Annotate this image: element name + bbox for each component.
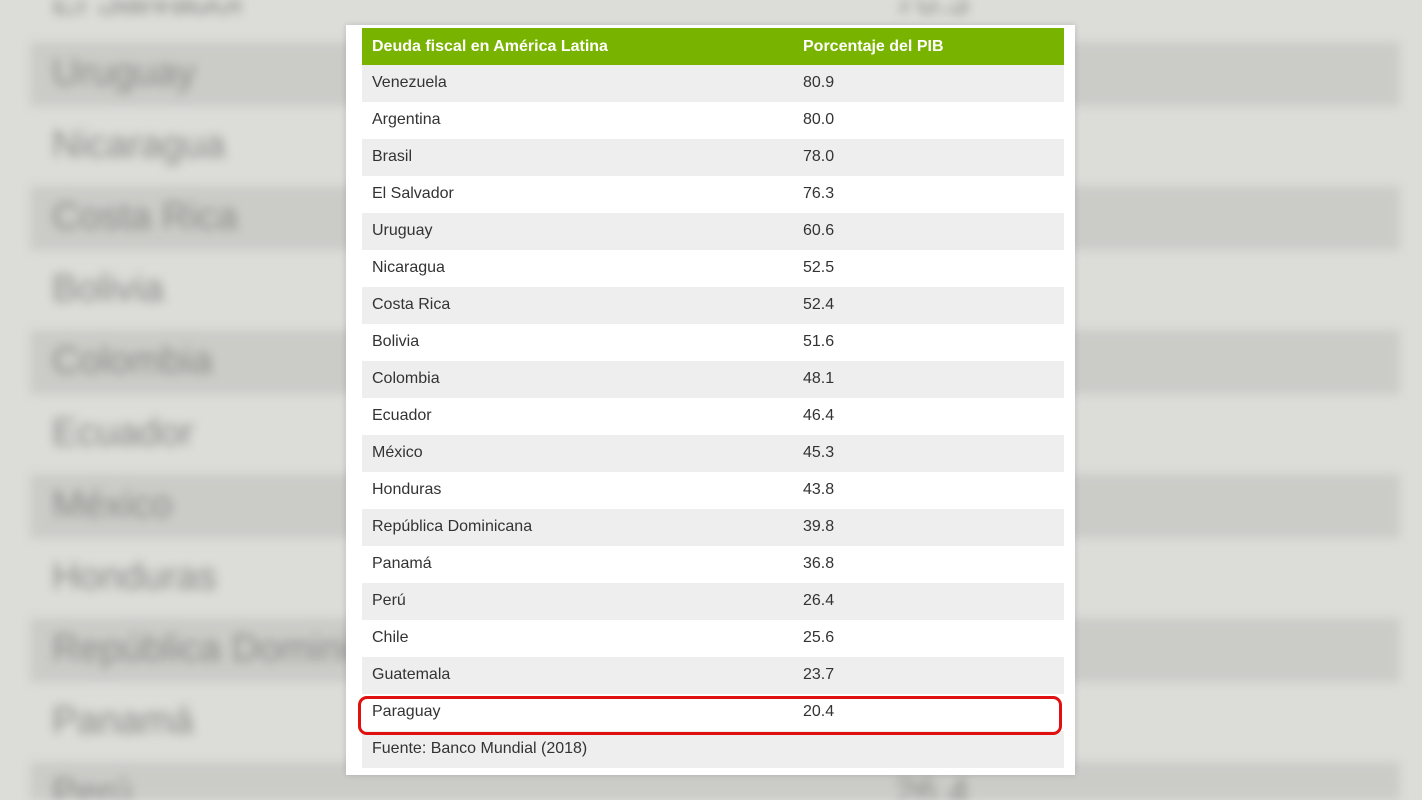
background-row: El Salvador 76.3 [30, 0, 1400, 34]
table-row: Venezuela 80.9 [362, 65, 1064, 102]
country-cell: Paraguay [372, 703, 441, 720]
value-cell: 25.6 [803, 629, 835, 646]
table-row: Brasil 78.0 [362, 139, 1064, 176]
table-row: Uruguay 60.6 [362, 213, 1064, 250]
country-cell: Uruguay [372, 222, 433, 239]
value-cell: 23.7 [803, 666, 835, 683]
country-cell: El Salvador [372, 185, 454, 202]
table-row: México 45.3 [362, 435, 1064, 472]
country-cell: Bolivia [372, 333, 420, 350]
background-country: Bolivia [52, 268, 164, 310]
country-cell: Perú [372, 592, 406, 609]
table-body: Venezuela 80.9 Argentina 80.0 Brasil 78.0 El S… [362, 65, 1064, 731]
table-source: Fuente: Banco Mundial (2018) [362, 731, 1064, 768]
country-cell: Chile [372, 629, 409, 646]
header-country: Deuda fiscal en América Latina [372, 38, 608, 55]
value-cell: 39.8 [803, 518, 835, 535]
background-value: 76.3 [895, 0, 969, 22]
table-row: Nicaragua 52.5 [362, 250, 1064, 287]
value-cell: 76.3 [803, 185, 835, 202]
table-card: Deuda fiscal en América Latina Porcentaj… [346, 25, 1075, 775]
value-cell: 80.0 [803, 111, 835, 128]
table-row: Paraguay 20.4 [362, 694, 1064, 731]
table-row: Honduras 43.8 [362, 472, 1064, 509]
background-country: El Salvador [52, 0, 247, 22]
value-cell: 26.4 [803, 592, 835, 609]
country-cell: Argentina [372, 111, 441, 128]
country-cell: Brasil [372, 148, 413, 165]
value-cell: 80.9 [803, 74, 835, 91]
background-country: Ecuador [52, 412, 194, 454]
country-cell: Costa Rica [372, 296, 451, 313]
background-country: Panamá [52, 700, 194, 742]
table-row: Colombia 48.1 [362, 361, 1064, 398]
table-row: Perú 26.4 [362, 583, 1064, 620]
background-country: Colombia [52, 340, 213, 382]
table-row: Ecuador 46.4 [362, 398, 1064, 435]
value-cell: 46.4 [803, 407, 835, 424]
source-note: Fuente: Banco Mundial (2018) [372, 740, 588, 757]
table-row: Panamá 36.8 [362, 546, 1064, 583]
table-row: República Dominicana 39.8 [362, 509, 1064, 546]
background-country: México [52, 484, 173, 526]
country-cell: Colombia [372, 370, 440, 387]
table-row: El Salvador 76.3 [362, 176, 1064, 213]
value-cell: 52.5 [803, 259, 835, 276]
value-cell: 60.6 [803, 222, 835, 239]
background-value: 26.4 [895, 772, 969, 800]
table-header: Deuda fiscal en América Latina Porcentaj… [362, 28, 1064, 65]
background-country: Nicaragua [52, 124, 226, 166]
header-percentage: Porcentaje del PIB [803, 38, 944, 55]
table-row: Costa Rica 52.4 [362, 287, 1064, 324]
table-row: Guatemala 23.7 [362, 657, 1064, 694]
country-cell: Guatemala [372, 666, 451, 683]
background-country: Perú [52, 772, 133, 800]
background-country: Honduras [52, 556, 217, 598]
value-cell: 20.4 [803, 703, 835, 720]
table-row: Bolivia 51.6 [362, 324, 1064, 361]
country-cell: Honduras [372, 481, 442, 498]
value-cell: 45.3 [803, 444, 835, 461]
background-country: Uruguay [52, 52, 196, 94]
table-row: Argentina 80.0 [362, 102, 1064, 139]
debt-table: Deuda fiscal en América Latina Porcentaj… [362, 28, 1064, 768]
value-cell: 48.1 [803, 370, 835, 387]
value-cell: 52.4 [803, 296, 835, 313]
background-country: Costa Rica [52, 196, 238, 238]
country-cell: Nicaragua [372, 259, 445, 276]
value-cell: 43.8 [803, 481, 835, 498]
country-cell: México [372, 444, 423, 461]
value-cell: 51.6 [803, 333, 835, 350]
table-row: Chile 25.6 [362, 620, 1064, 657]
value-cell: 36.8 [803, 555, 835, 572]
country-cell: Venezuela [372, 74, 447, 91]
country-cell: República Dominicana [372, 518, 533, 535]
value-cell: 78.0 [803, 148, 835, 165]
country-cell: Panamá [372, 555, 432, 572]
country-cell: Ecuador [372, 407, 432, 424]
